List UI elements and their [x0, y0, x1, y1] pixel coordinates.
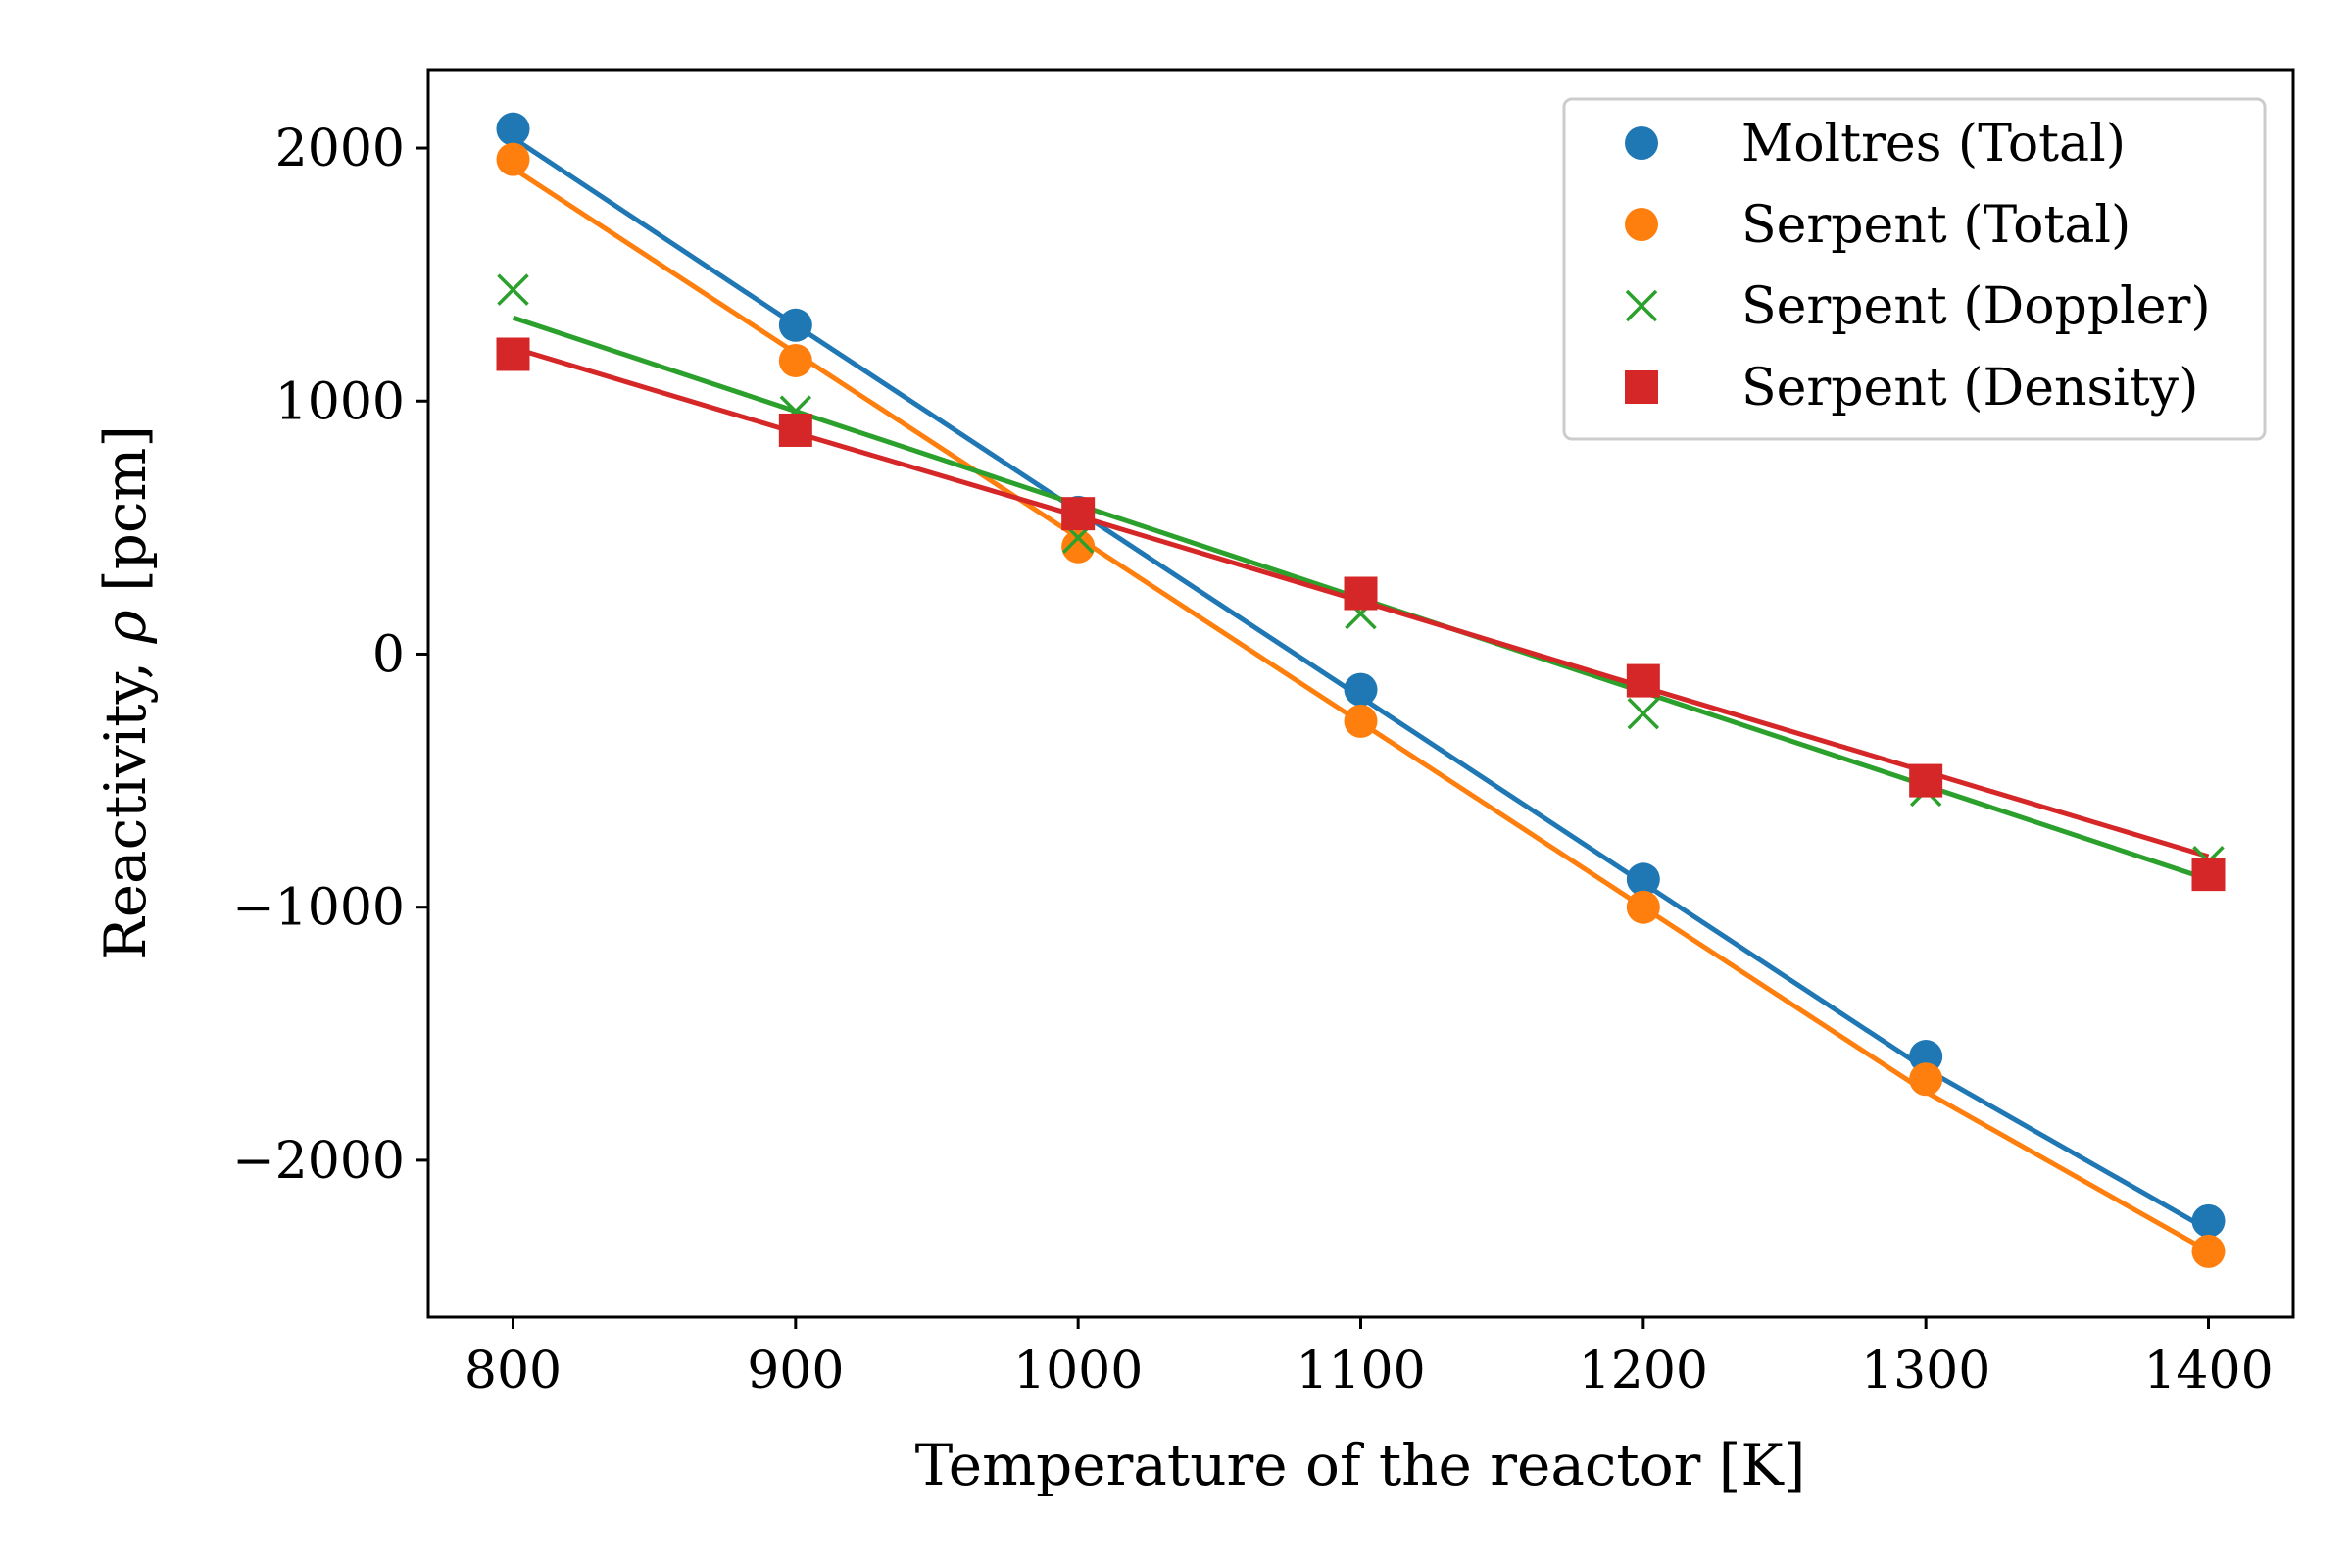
legend-marker-series-1 — [1625, 126, 1658, 160]
y-axis-ticks: 2000 1000 0 −1000 −2000 — [232, 120, 428, 1191]
x-tick-label-800: 800 — [465, 1342, 562, 1400]
marker-series-1-point-7 — [2191, 1203, 2226, 1238]
legend-marker-series-3-stroke-b — [1625, 289, 1658, 322]
y-axis-label-unit: [pcm] — [92, 425, 159, 610]
marker-series-3-point-5-stroke-b — [1627, 697, 1660, 730]
legend-items: Moltres (Total) Serpent (Total) Serpent (D… — [1625, 115, 2211, 417]
legend-label-series-2: Serpent (Total) — [1741, 196, 2131, 255]
marker-series-1-point-5 — [1626, 862, 1660, 897]
legend-marker-series-3 — [1625, 289, 1658, 322]
marker-series-4-point-7 — [2191, 858, 2226, 892]
marker-series-2-point-2 — [778, 343, 812, 377]
y-tick-label-3: −1000 — [232, 879, 405, 938]
x-axis-label: Temperature of the reactor [K] — [915, 1432, 1806, 1498]
marker-series-4-point-1 — [496, 337, 530, 371]
marker-series-2-point-7 — [2191, 1234, 2226, 1268]
legend-marker-series-4 — [1625, 370, 1658, 404]
marker-series-3-point-1 — [497, 273, 529, 306]
legend-label-series-1: Moltres (Total) — [1741, 115, 2126, 173]
legend-marker-series-2 — [1625, 208, 1658, 241]
x-tick-label-1300: 1300 — [1861, 1342, 1990, 1400]
x-tick-label-1200: 1200 — [1579, 1342, 1708, 1400]
marker-series-2-point-1 — [496, 142, 530, 176]
legend-frame — [1562, 97, 2267, 441]
y-axis-label: Reactivity, ρ [pcm] — [92, 425, 159, 960]
marker-series-4-point-5 — [1626, 663, 1660, 698]
marker-series-2-point-6 — [1909, 1062, 1943, 1097]
marker-series-1-point-1 — [496, 112, 530, 146]
legend: Moltres (Total) Serpent (Total) Serpent (D… — [1562, 97, 2267, 441]
x-axis-ticks: 800 900 1000 1100 1200 1300 1400 — [465, 1317, 2274, 1400]
marker-series-2-point-3 — [1061, 529, 1096, 564]
y-axis-label-symbol: ρ — [92, 610, 159, 644]
marker-series-1-point-2 — [778, 308, 812, 342]
marker-series-2-point-4 — [1344, 704, 1378, 738]
y-tick-label-2: 0 — [372, 625, 405, 684]
marker-series-1-point-6 — [1909, 1040, 1943, 1074]
x-tick-label-1400: 1400 — [2143, 1342, 2273, 1400]
x-tick-label-900: 900 — [747, 1342, 844, 1400]
y-tick-label-4: −2000 — [232, 1132, 405, 1191]
marker-series-2-point-5 — [1626, 890, 1660, 924]
marker-series-3-point-1-stroke-b — [497, 273, 529, 306]
y-tick-label-0: 2000 — [275, 120, 405, 178]
x-tick-label-1000: 1000 — [1013, 1342, 1143, 1400]
data-markers — [496, 112, 2226, 1268]
marker-series-4-point-3 — [1061, 497, 1096, 531]
y-tick-label-1: 1000 — [275, 372, 405, 431]
marker-series-4-point-6 — [1909, 763, 1943, 798]
legend-label-series-3: Serpent (Doppler) — [1741, 277, 2211, 336]
marker-series-1-point-4 — [1344, 672, 1378, 707]
marker-series-4-point-2 — [778, 413, 812, 447]
y-axis-label-text: Reactivity, — [92, 643, 159, 959]
x-tick-label-1100: 1100 — [1296, 1342, 1425, 1400]
legend-label-series-4: Serpent (Density) — [1741, 359, 2198, 417]
marker-series-4-point-4 — [1344, 576, 1378, 611]
marker-series-3-point-5 — [1627, 697, 1660, 730]
